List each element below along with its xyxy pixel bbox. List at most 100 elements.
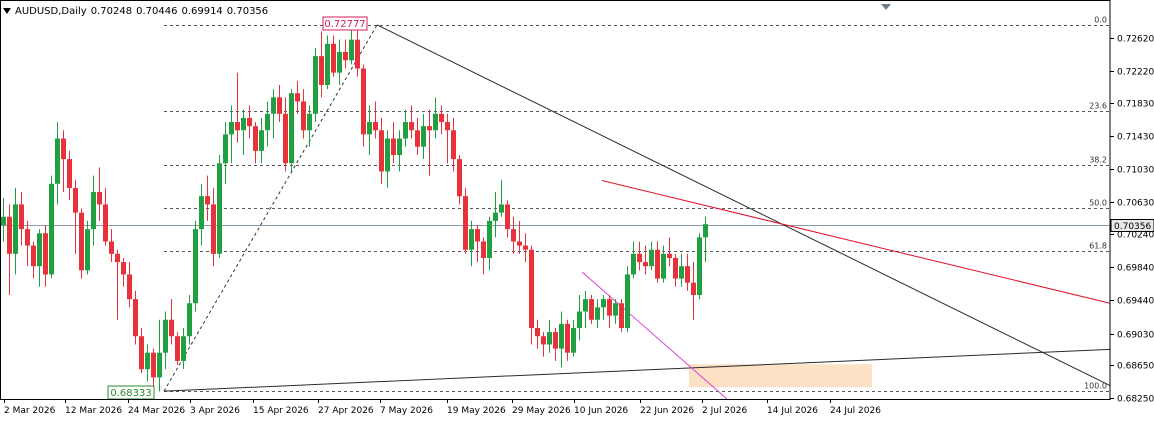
y-axis-tick-label: 0.71830 xyxy=(1117,100,1154,110)
candle-body xyxy=(535,327,540,337)
candle-body xyxy=(295,93,300,102)
candle-body xyxy=(127,274,132,300)
candle-body xyxy=(631,253,636,275)
candle-body xyxy=(157,352,162,378)
candle-body xyxy=(475,229,480,242)
candle-body xyxy=(403,122,408,139)
candle-body xyxy=(487,220,492,258)
candle-body xyxy=(349,39,354,61)
candle-body xyxy=(697,237,702,296)
open-value: 0.70248 xyxy=(90,5,133,17)
dashed-rally-line xyxy=(163,24,378,392)
candle-body xyxy=(235,122,240,131)
candle-body xyxy=(289,93,294,164)
fib-level-label: 100.0 xyxy=(1084,382,1107,391)
candle-body xyxy=(307,113,312,131)
candle-body xyxy=(211,204,216,254)
descending-trendline xyxy=(376,24,1111,386)
candle-body xyxy=(121,262,126,275)
candle-body xyxy=(61,138,66,160)
candle-body xyxy=(247,117,252,127)
x-axis-tick-label: 12 Mar 2026 xyxy=(65,406,122,416)
candle-body xyxy=(367,122,372,135)
candle-body xyxy=(97,192,102,205)
candle-body xyxy=(13,204,18,254)
candle-body xyxy=(541,336,546,345)
dropdown-arrow-icon[interactable] xyxy=(3,8,11,14)
candle-body xyxy=(337,52,342,73)
candle-body xyxy=(325,43,330,85)
candle-body xyxy=(379,130,384,172)
candle-body xyxy=(385,138,390,172)
candle-body xyxy=(259,130,264,151)
candle-body xyxy=(685,266,690,283)
chart-header: AUDUSD,Daily 0.70248 0.70446 0.69914 0.7… xyxy=(3,4,268,18)
candle-body xyxy=(115,253,120,263)
candle-body xyxy=(589,299,594,320)
candle-body xyxy=(691,282,696,296)
candle-body xyxy=(583,299,588,312)
y-axis-tick-label: 0.69840 xyxy=(1117,264,1154,274)
x-axis-tick-label: 14 Jul 2026 xyxy=(767,406,818,416)
x-axis-tick-label: 3 Apr 2026 xyxy=(190,406,240,416)
candle-body xyxy=(151,352,156,378)
candle-body xyxy=(319,56,324,85)
candle-body xyxy=(355,39,360,69)
candle-body xyxy=(391,138,396,155)
candle-body xyxy=(37,233,42,267)
x-axis-tick-label: 27 Apr 2026 xyxy=(318,406,374,416)
y-axis-tick-label: 0.71030 xyxy=(1117,166,1154,176)
candle-body xyxy=(463,196,468,250)
fib-level-label: 0.0 xyxy=(1094,16,1107,25)
candle-body xyxy=(571,327,576,353)
candle-body xyxy=(529,249,534,328)
candle-body xyxy=(49,183,54,275)
candle-body xyxy=(331,43,336,73)
candle-body xyxy=(187,303,192,337)
candle-body xyxy=(493,212,498,221)
demand-zone xyxy=(689,364,872,388)
candle-body xyxy=(199,196,204,230)
candle-body xyxy=(175,336,180,361)
candle-body xyxy=(703,224,708,238)
magenta-channel-line xyxy=(581,271,728,400)
x-axis-tick-label: 24 Jul 2026 xyxy=(830,406,881,416)
candle-body xyxy=(373,122,378,131)
low-price-label: 0.68333 xyxy=(110,388,151,399)
candle-body xyxy=(679,266,684,279)
candle-body xyxy=(361,68,366,135)
candle-body xyxy=(145,352,150,370)
shift-marker-icon[interactable] xyxy=(881,4,891,10)
candle-body xyxy=(577,311,582,328)
candle-body xyxy=(133,299,138,337)
candle-body xyxy=(277,97,282,114)
candle-body xyxy=(397,138,402,155)
candle-body xyxy=(163,319,168,353)
candle-body xyxy=(607,299,612,316)
symbol-label: AUDUSD,Daily xyxy=(15,5,87,17)
candle-body xyxy=(469,229,474,250)
candle-body xyxy=(223,134,228,164)
candle-body xyxy=(625,274,630,328)
candle-body xyxy=(181,336,186,361)
candle-body xyxy=(1,216,6,226)
x-axis-tick-label: 10 Jun 2026 xyxy=(574,406,628,416)
candle-body xyxy=(451,130,456,160)
fib-level-label: 50.0 xyxy=(1089,199,1107,208)
x-axis-tick-label: 22 Jun 2026 xyxy=(640,406,694,416)
current-price-marker-label: 0.70356 xyxy=(1114,222,1151,232)
candle-body xyxy=(31,245,36,267)
candle-body xyxy=(643,262,648,267)
candle-body xyxy=(217,163,222,254)
y-axis-tick-label: 0.72620 xyxy=(1117,35,1154,45)
candle-body xyxy=(253,126,258,151)
candle-body xyxy=(613,303,618,316)
candle-body xyxy=(517,241,522,246)
red-resistance-line xyxy=(601,180,1111,304)
candle-body xyxy=(109,241,114,254)
candle-body xyxy=(523,245,528,250)
y-axis-tick-label: 0.72220 xyxy=(1117,68,1154,78)
candle-body xyxy=(481,241,486,258)
